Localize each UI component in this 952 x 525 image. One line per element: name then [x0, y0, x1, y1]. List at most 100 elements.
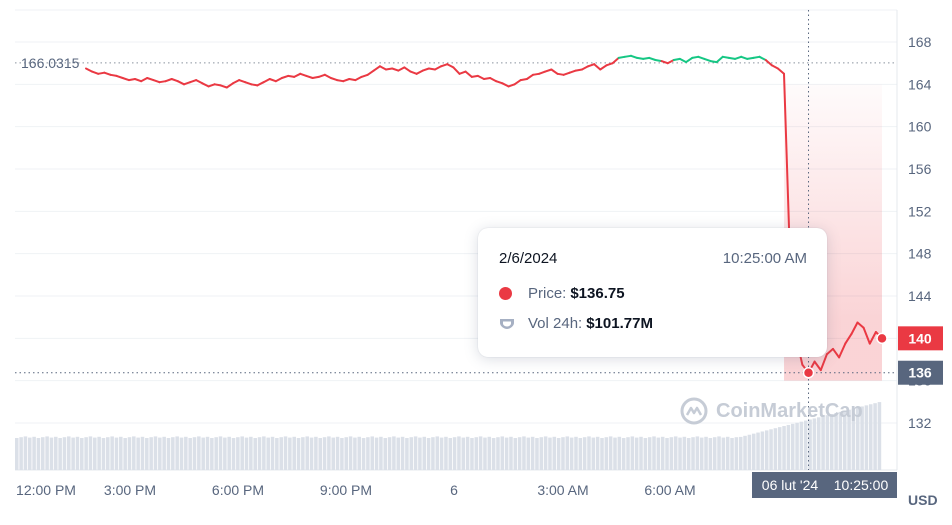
- price-line-segment: [250, 83, 259, 87]
- price-line-segment: [323, 73, 332, 79]
- volume-bar: [578, 438, 583, 470]
- price-line-segment: [581, 65, 590, 71]
- volume-bar: [474, 437, 479, 470]
- volume-bar: [32, 436, 36, 470]
- price-line-segment: [838, 342, 847, 359]
- volume-bar: [431, 437, 435, 470]
- price-line-segment: [164, 78, 173, 83]
- price-line-segment: [121, 77, 130, 82]
- volume-bar: [470, 438, 474, 470]
- volume-bar: [292, 436, 296, 470]
- volume-bar: [439, 437, 444, 470]
- volume-bar: [543, 436, 548, 470]
- price-line-segment: [385, 67, 394, 71]
- volume-bar: [678, 437, 682, 470]
- volume-bar: [829, 414, 834, 470]
- price-line-segment: [109, 73, 118, 77]
- price-line-segment: [525, 73, 534, 80]
- volume-bar: [322, 437, 327, 470]
- volume-bar: [760, 431, 765, 470]
- volume-bar: [28, 437, 32, 470]
- volume-bar: [617, 436, 622, 470]
- crosshair-point: [802, 366, 815, 379]
- volume-bar: [422, 436, 427, 470]
- volume-bar: [132, 436, 136, 470]
- price-line-segment: [562, 71, 571, 76]
- volume-bar: [97, 436, 101, 470]
- volume-bar: [392, 436, 396, 470]
- price-line-segment: [452, 66, 461, 75]
- price-line-segment: [538, 70, 547, 75]
- volume-bar: [717, 436, 721, 470]
- price-line-segment: [195, 79, 204, 85]
- volume-bar: [357, 436, 361, 470]
- volume-bar: [348, 436, 353, 470]
- volume-bar: [253, 438, 257, 470]
- volume-bar: [721, 437, 726, 470]
- tooltip-volume-row: Vol 24h: $101.77M: [499, 315, 653, 332]
- volume-bar: [673, 436, 678, 470]
- volume-bar: [491, 438, 496, 470]
- volume-bar: [305, 436, 309, 470]
- price-line-segment: [519, 78, 528, 82]
- price-line-segment: [568, 69, 577, 74]
- volume-bar: [734, 437, 739, 470]
- volume-bar: [231, 438, 236, 470]
- volume-bar: [301, 437, 305, 470]
- price-line-segment: [348, 78, 357, 82]
- price-line-segment: [630, 54, 639, 59]
- y-tick-label-156: 156: [908, 161, 932, 177]
- price-line-segment: [176, 80, 185, 86]
- volume-bar: [361, 438, 366, 470]
- coinmarketcap-watermark: CoinMarketCap: [680, 397, 863, 425]
- volume-bar: [877, 402, 882, 470]
- volume-bar: [526, 437, 531, 470]
- volume-bar: [561, 437, 565, 470]
- volume-bar: [461, 437, 466, 470]
- volume-bar: [184, 436, 188, 470]
- price-line-segment: [691, 55, 700, 59]
- volume-bar: [175, 436, 179, 470]
- volume-bar: [665, 438, 669, 470]
- tooltip-price-row: Price: $136.75: [499, 285, 625, 302]
- tooltip-time: 10:25:00 AM: [722, 250, 807, 267]
- price-line-segment: [256, 81, 265, 87]
- tooltip-price-label: Price:: [528, 285, 567, 302]
- price-line-segment: [225, 82, 234, 89]
- volume-bar: [825, 415, 830, 470]
- volume-bar: [244, 437, 249, 470]
- price-line-segment: [207, 83, 216, 88]
- volume-bar: [270, 436, 275, 470]
- price-line-segment: [440, 63, 449, 68]
- price-line-segment: [685, 56, 694, 64]
- y-tick-label-152: 152: [908, 203, 932, 219]
- volume-bar: [54, 436, 58, 470]
- price-line-segment: [427, 67, 436, 71]
- volume-bar: [643, 438, 648, 470]
- x-tick-label: 6: [450, 482, 458, 498]
- price-dot-icon: [499, 287, 512, 300]
- volume-bar: [452, 437, 457, 470]
- volume-bar: [747, 434, 752, 470]
- price-line-segment: [672, 57, 681, 61]
- volume-bar: [249, 436, 253, 470]
- volume-bar: [630, 436, 635, 470]
- price-line-segment: [342, 78, 351, 83]
- volume-bar: [842, 410, 847, 470]
- volume-bar: [413, 436, 418, 470]
- volume-bar: [574, 436, 578, 470]
- volume-bar: [58, 438, 62, 470]
- price-line-segment: [813, 360, 822, 372]
- price-line-segment: [268, 78, 277, 83]
- volume-bar: [340, 438, 344, 470]
- price-line-segment: [354, 75, 363, 82]
- volume-bar: [517, 437, 522, 470]
- price-line-segment: [776, 67, 785, 75]
- volume-bar: [36, 438, 41, 470]
- price-line-segment: [709, 60, 718, 64]
- price-line-segment: [244, 81, 253, 86]
- price-line-segment: [727, 56, 736, 60]
- y-tick-label-164: 164: [908, 76, 932, 92]
